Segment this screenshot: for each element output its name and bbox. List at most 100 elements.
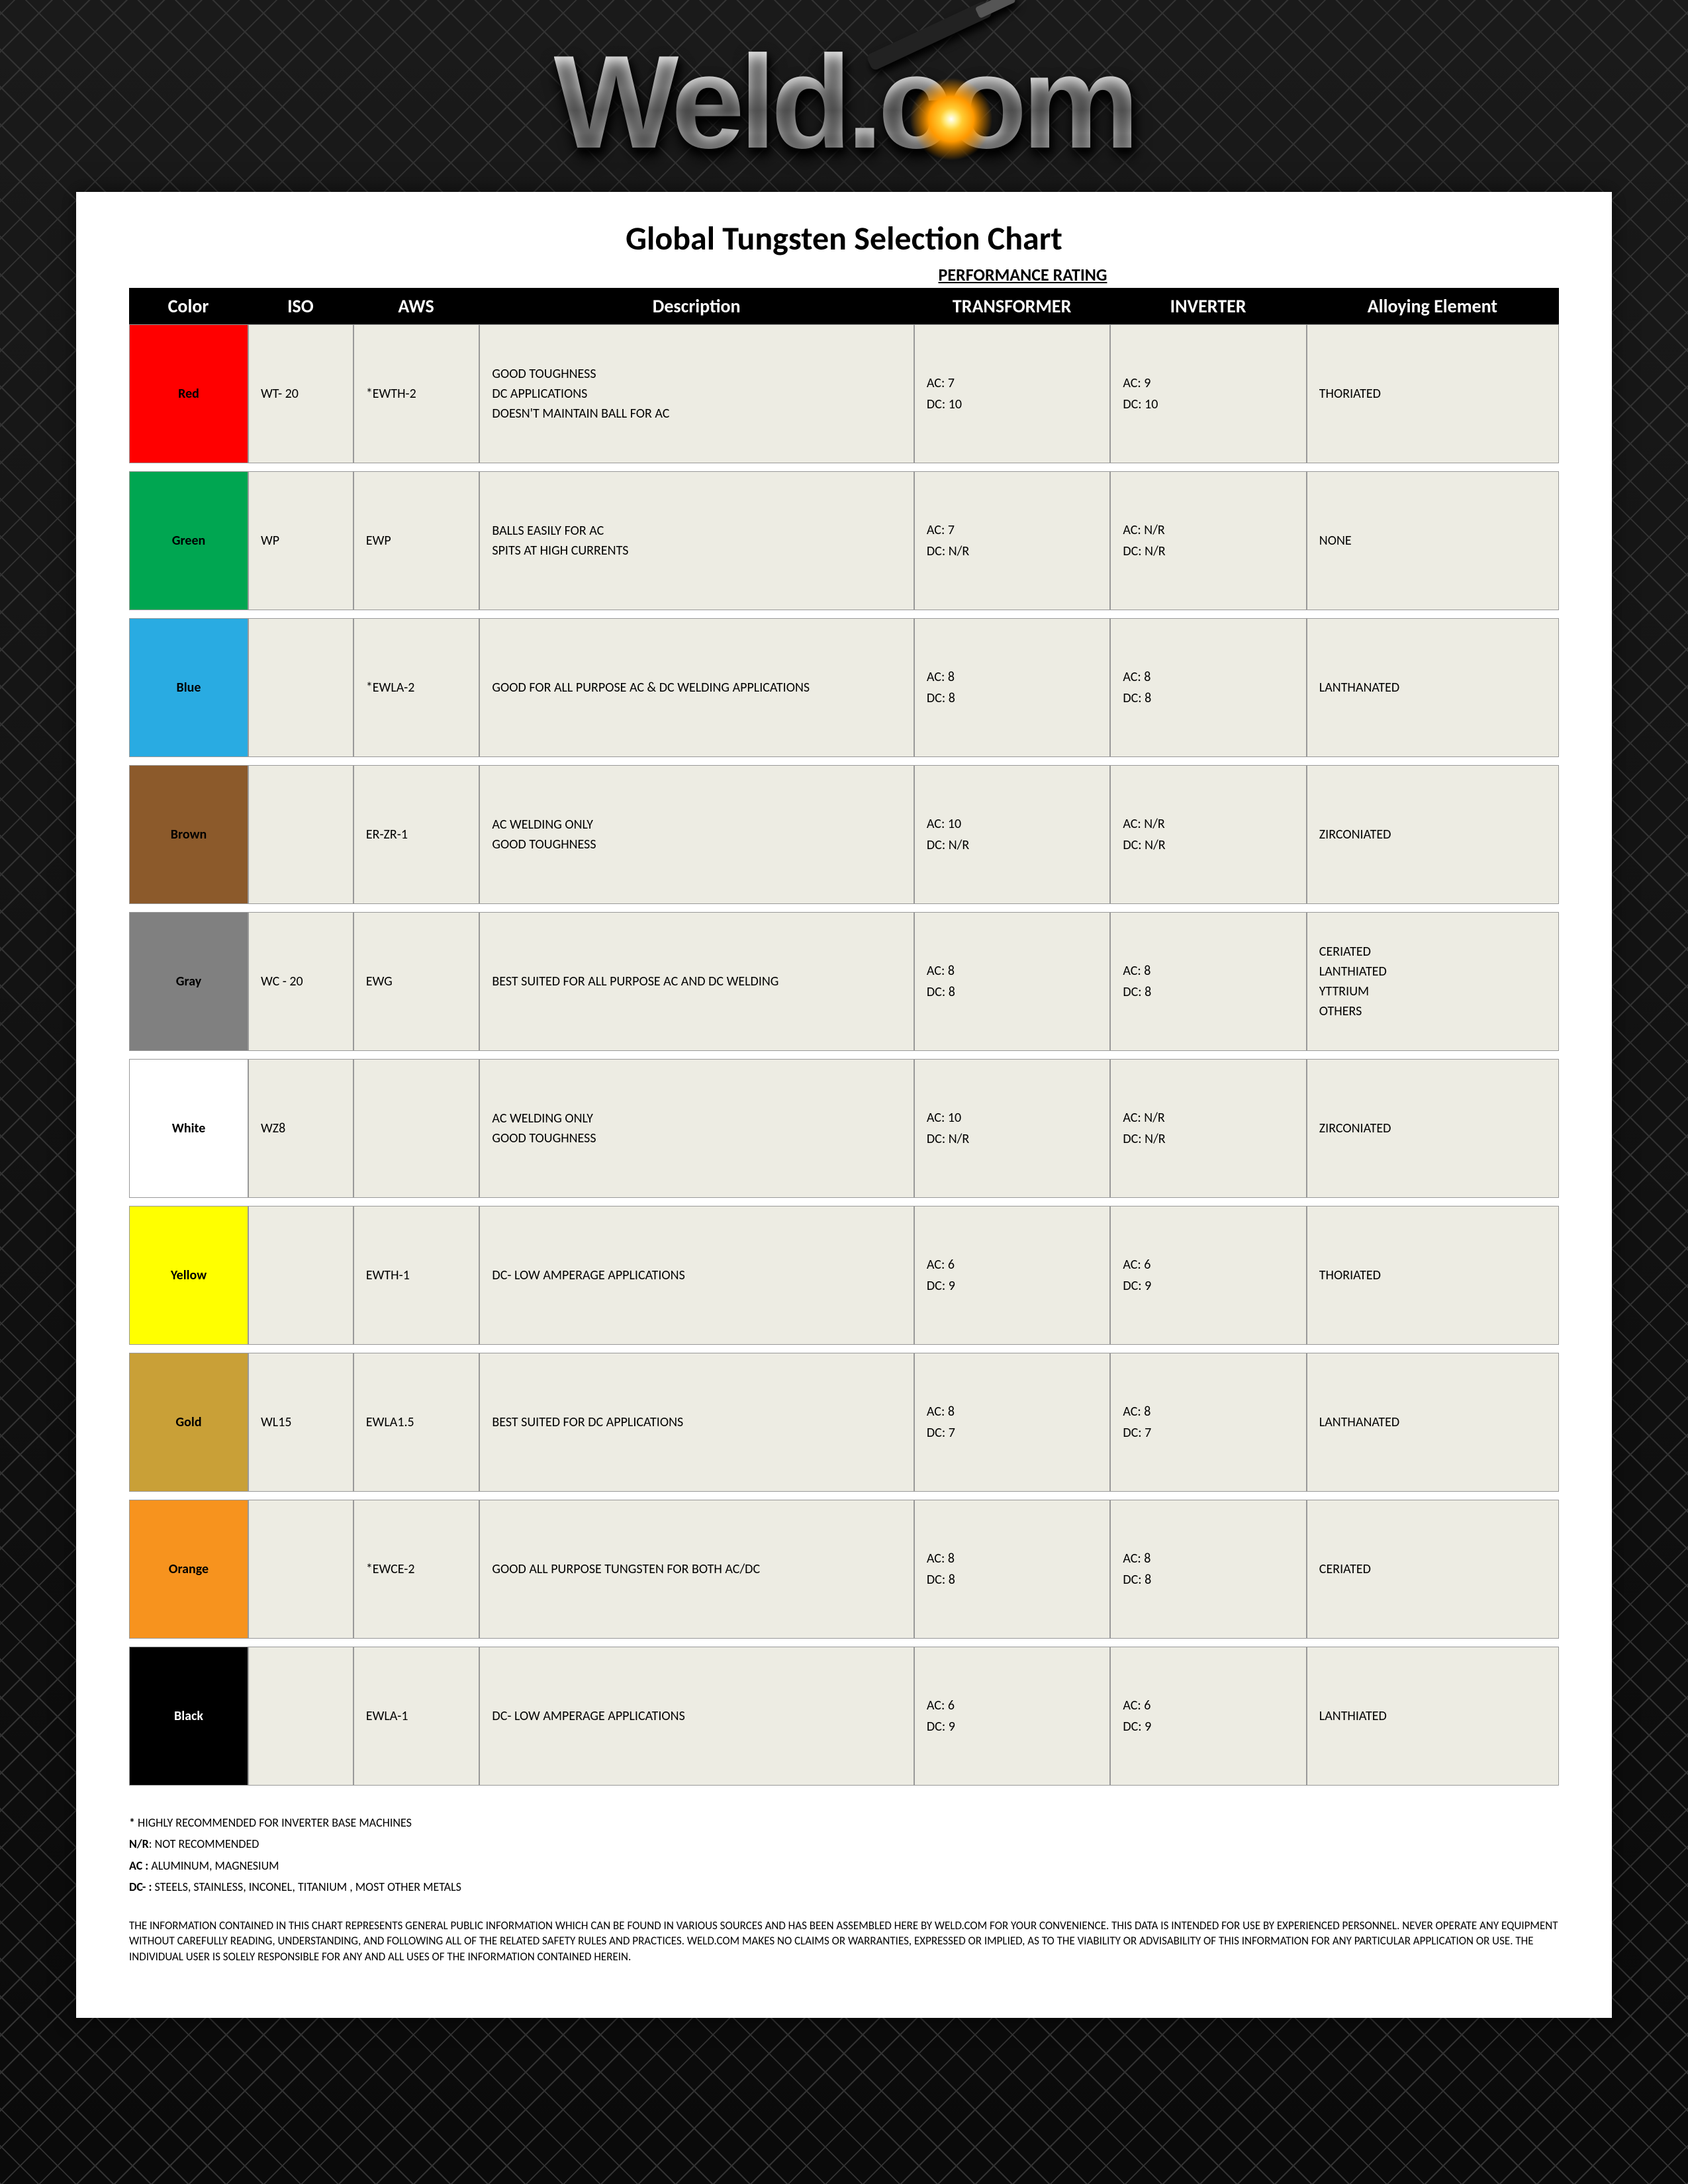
table-row: GrayWC - 20EWGBEST SUITED FOR ALL PURPOS… <box>129 912 1559 1051</box>
table-row: BrownER-ZR-1AC WELDING ONLYGOOD TOUGHNES… <box>129 765 1559 904</box>
footnote-text: STEELS, STAINLESS, INCONEL, TITANIUM , M… <box>152 1880 461 1894</box>
aws-cell: EWG <box>353 912 480 1051</box>
footnotes: * HIGHLY RECOMMENDED FOR INVERTER BASE M… <box>129 1812 1559 1898</box>
rating-dc: DC: 8 <box>1123 688 1293 709</box>
alloy-cell: LANTHANATED <box>1307 1353 1559 1492</box>
iso-cell <box>248 1500 353 1639</box>
description-cell: BALLS EASILY FOR ACSPITS AT HIGH CURRENT… <box>479 471 914 610</box>
color-cell: Brown <box>129 765 248 904</box>
iso-cell: WC - 20 <box>248 912 353 1051</box>
transformer-cell: AC: 8DC: 8 <box>914 618 1110 757</box>
inverter-cell: AC: 9DC: 10 <box>1110 324 1306 463</box>
rating-dc: DC: N/R <box>927 1128 1098 1150</box>
col-color: Color <box>129 288 248 324</box>
footnote-line: DC- : STEELS, STAINLESS, INCONEL, TITANI… <box>129 1876 1559 1897</box>
rating-dc: DC: 10 <box>1123 394 1293 415</box>
rating-dc: DC: 10 <box>927 394 1098 415</box>
table-row: WhiteWZ8AC WELDING ONLYGOOD TOUGHNESSAC:… <box>129 1059 1559 1198</box>
color-cell: Orange <box>129 1500 248 1639</box>
rating-ac: AC: 6 <box>927 1254 1098 1275</box>
iso-cell: WP <box>248 471 353 610</box>
color-cell: Blue <box>129 618 248 757</box>
rating-dc: DC: N/R <box>927 835 1098 856</box>
color-cell: Yellow <box>129 1206 248 1345</box>
rating-ac: AC: N/R <box>1123 813 1293 835</box>
description-line: GOOD FOR ALL PURPOSE AC & DC WELDING APP… <box>492 678 901 698</box>
alloy-line: THORIATED <box>1319 1265 1546 1285</box>
table-row: Blue *EWLA-2 GOOD FOR ALL PURPOSE AC & DC … <box>129 618 1559 757</box>
alloy-line: ZIRCONIATED <box>1319 825 1546 844</box>
iso-cell <box>248 618 353 757</box>
aws-cell: EWLA1.5 <box>353 1353 480 1492</box>
description-line: GOOD TOUGHNESS <box>492 1128 901 1148</box>
rating-ac: AC: 6 <box>1123 1254 1293 1275</box>
rating-dc: DC: 9 <box>1123 1275 1293 1297</box>
alloy-line: CERIATED <box>1319 1559 1546 1579</box>
rating-ac: AC: 8 <box>1123 960 1293 981</box>
rating-dc: DC: 9 <box>927 1716 1098 1737</box>
row-gap <box>129 904 1559 912</box>
inverter-cell: AC: N/RDC: N/R <box>1110 765 1306 904</box>
rating-ac: AC: 6 <box>1123 1695 1293 1716</box>
row-gap <box>129 1345 1559 1353</box>
footnote-text: ALUMINUM, MAGNESIUM <box>148 1858 279 1873</box>
rating-ac: AC: 8 <box>1123 1548 1293 1569</box>
alloy-cell: LANTHIATED <box>1307 1647 1559 1786</box>
transformer-cell: AC: 7DC: N/R <box>914 471 1110 610</box>
color-cell: White <box>129 1059 248 1198</box>
rating-dc: DC: N/R <box>927 541 1098 562</box>
alloy-line: LANTHIATED <box>1319 962 1546 981</box>
alloy-line: LANTHANATED <box>1319 1412 1546 1432</box>
alloy-line: CERIATED <box>1319 942 1546 962</box>
tungsten-chart-table: Color ISO AWS Description TRANSFORMER IN… <box>129 288 1559 1786</box>
alloy-line: LANTHIATED <box>1319 1706 1546 1726</box>
footnote-prefix: N/R <box>129 1837 149 1851</box>
rating-dc: DC: 8 <box>927 688 1098 709</box>
rating-ac: AC: 7 <box>927 373 1098 394</box>
alloy-cell: ZIRCONIATED <box>1307 765 1559 904</box>
iso-cell <box>248 765 353 904</box>
row-gap <box>129 1051 1559 1059</box>
iso-cell <box>248 1647 353 1786</box>
footnote-prefix: AC : <box>129 1858 148 1873</box>
aws-cell: EWP <box>353 471 480 610</box>
description-line: AC WELDING ONLY <box>492 1109 901 1128</box>
description-line: GOOD TOUGHNESS <box>492 364 901 384</box>
description-cell: DC- LOW AMPERAGE APPLICATIONS <box>479 1647 914 1786</box>
rating-dc: DC: N/R <box>1123 835 1293 856</box>
footnote-text: HIGHLY RECOMMENDED FOR INVERTER BASE MAC… <box>135 1815 412 1830</box>
description-line: DC- LOW AMPERAGE APPLICATIONS <box>492 1265 901 1285</box>
footnote-line: N/R: NOT RECOMMENDED <box>129 1833 1559 1854</box>
footnote-line: AC : ALUMINUM, MAGNESIUM <box>129 1855 1559 1876</box>
table-row: YellowEWTH-1DC- LOW AMPERAGE APPLICATION… <box>129 1206 1559 1345</box>
alloy-line: ZIRCONIATED <box>1319 1118 1546 1138</box>
description-cell: BEST SUITED FOR DC APPLICATIONS <box>479 1353 914 1492</box>
alloy-line: NONE <box>1319 531 1546 551</box>
row-gap <box>129 1639 1559 1647</box>
table-row: Orange*EWCE-2GOOD ALL PURPOSE TUNGSTEN F… <box>129 1500 1559 1639</box>
rating-ac: AC: 8 <box>927 960 1098 981</box>
aws-cell: *EWLA-2 <box>353 618 480 757</box>
rating-ac: AC: 6 <box>927 1695 1098 1716</box>
alloy-cell: CERIATEDLANTHIATEDYTTRIUMOTHERS <box>1307 912 1559 1051</box>
rating-dc: DC: 8 <box>1123 1569 1293 1590</box>
rating-ac: AC: 8 <box>927 1401 1098 1422</box>
description-line: SPITS AT HIGH CURRENTS <box>492 541 901 561</box>
description-line: DOESN'T MAINTAIN BALL FOR AC <box>492 404 901 424</box>
iso-cell: WT- 20 <box>248 324 353 463</box>
rating-ac: AC: 8 <box>1123 666 1293 688</box>
page-title: Global Tungsten Selection Chart <box>129 218 1559 259</box>
inverter-cell: AC: N/RDC: N/R <box>1110 1059 1306 1198</box>
inverter-cell: AC: N/RDC: N/R <box>1110 471 1306 610</box>
transformer-cell: AC: 6DC: 9 <box>914 1206 1110 1345</box>
description-line: BEST SUITED FOR DC APPLICATIONS <box>492 1412 901 1432</box>
document-page: Global Tungsten Selection Chart PERFORMA… <box>76 192 1612 2018</box>
description-line: DC- LOW AMPERAGE APPLICATIONS <box>492 1706 901 1726</box>
alloy-cell: THORIATED <box>1307 1206 1559 1345</box>
rating-dc: DC: 8 <box>927 981 1098 1003</box>
color-cell: Gold <box>129 1353 248 1492</box>
inverter-cell: AC: 6DC: 9 <box>1110 1206 1306 1345</box>
aws-cell: ER-ZR-1 <box>353 765 480 904</box>
rating-ac: AC: 7 <box>927 520 1098 541</box>
col-alloy: Alloying Element <box>1307 288 1559 324</box>
